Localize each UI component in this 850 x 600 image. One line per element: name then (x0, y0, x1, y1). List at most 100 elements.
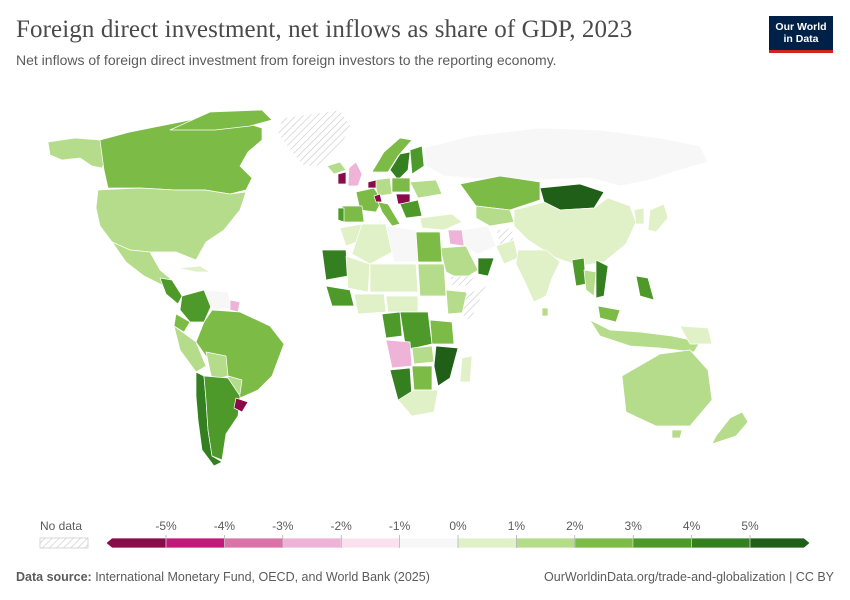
country-china[interactable] (513, 197, 637, 267)
country-germany[interactable] (373, 177, 393, 197)
country-sri-lanka[interactable] (541, 307, 549, 317)
country-argentina[interactable] (203, 375, 241, 461)
map-legend: No data -5% -4% -3% -2% -1% 0% 1% 2% 3% 4% 5% (39, 519, 811, 549)
country-netherlands[interactable] (367, 179, 377, 189)
country-malaysia[interactable] (597, 305, 621, 323)
legend-tick-label: 2% (566, 519, 584, 533)
country-saudi-arabia[interactable] (439, 245, 479, 281)
chart-subtitle: Net inflows of foreign direct investment… (16, 52, 557, 68)
country-niger-chad[interactable] (369, 263, 419, 293)
country-botswana[interactable] (411, 365, 433, 391)
country-balkans[interactable] (399, 199, 423, 219)
country-india[interactable] (515, 249, 561, 303)
country-west-africa[interactable] (325, 285, 355, 307)
world-map (47, 109, 749, 467)
country-portugal[interactable] (337, 207, 345, 223)
country-indonesia[interactable] (589, 319, 701, 353)
country-usa[interactable] (95, 187, 247, 261)
country-mozambique[interactable] (433, 345, 459, 387)
country-central-african-rep[interactable] (385, 295, 419, 313)
country-mauritania[interactable] (321, 249, 349, 281)
legend-tick-label: 5% (741, 519, 759, 533)
country-somalia[interactable] (461, 281, 489, 323)
legend-tick-label: 0% (449, 519, 467, 533)
country-thailand[interactable] (583, 269, 597, 297)
country-zambia[interactable] (411, 345, 435, 365)
country-alaska[interactable] (47, 137, 109, 169)
country-egypt[interactable] (415, 231, 443, 263)
country-japan[interactable] (647, 203, 669, 233)
legend-bin[interactable] (516, 537, 576, 549)
country-ireland[interactable] (337, 171, 347, 185)
country-philippines[interactable] (635, 275, 655, 301)
country-guyana[interactable] (229, 299, 241, 313)
country-mali[interactable] (345, 255, 371, 293)
legend-no-data-swatch (39, 537, 89, 549)
legend-bin[interactable] (399, 537, 459, 549)
logo-line-1: Our World (775, 21, 827, 33)
country-sudan[interactable] (417, 263, 447, 297)
country-australia[interactable] (621, 349, 713, 427)
country-canada-islands[interactable] (169, 109, 273, 131)
country-algeria[interactable] (351, 223, 393, 265)
country-italy[interactable] (377, 201, 401, 227)
legend-bin[interactable] (340, 537, 400, 549)
country-peru[interactable] (173, 325, 207, 373)
data-source-label: Data source: (16, 570, 92, 584)
country-tanzania[interactable] (429, 319, 455, 345)
country-madagascar[interactable] (459, 355, 473, 383)
logo-line-2: in Data (783, 33, 819, 45)
country-central-america[interactable] (159, 277, 183, 305)
country-yemen[interactable] (449, 275, 475, 287)
owid-logo[interactable]: Our World in Data (769, 16, 833, 53)
country-iraq[interactable] (447, 229, 465, 247)
country-new-zealand[interactable] (711, 411, 749, 445)
country-kazakhstan[interactable] (459, 175, 541, 211)
country-oman[interactable] (477, 257, 495, 277)
country-uruguay[interactable] (233, 397, 249, 413)
legend-bin[interactable] (691, 537, 751, 549)
legend-tick-label: -5% (155, 519, 177, 533)
country-luxembourg[interactable] (373, 193, 383, 203)
country-brazil[interactable] (195, 309, 285, 399)
country-angola[interactable] (385, 339, 413, 369)
legend-bin[interactable] (457, 537, 517, 549)
legend-tick-label: 1% (508, 519, 526, 533)
country-ecuador[interactable] (173, 313, 191, 333)
legend-tick-label: -3% (272, 519, 294, 533)
country-south-africa[interactable] (397, 389, 439, 417)
country-tasmania[interactable] (671, 429, 683, 439)
country-spain[interactable] (341, 205, 365, 223)
country-russia[interactable] (423, 127, 709, 187)
country-ukraine[interactable] (409, 179, 443, 199)
country-bolivia[interactable] (205, 351, 229, 381)
country-poland[interactable] (391, 177, 411, 193)
source-url-link[interactable]: OurWorldinData.org/trade-and-globalizati… (544, 570, 834, 584)
legend-bin[interactable] (224, 537, 284, 549)
legend-bin[interactable] (282, 537, 342, 549)
data-source-text: International Monetary Fund, OECD, and W… (91, 570, 430, 584)
legend-bin[interactable] (574, 537, 634, 549)
country-turkey[interactable] (419, 213, 463, 231)
country-png[interactable] (679, 325, 713, 345)
country-nigeria[interactable] (353, 293, 387, 315)
legend-no-data-label: No data (40, 519, 82, 533)
country-norway[interactable] (371, 137, 413, 173)
chart-title: Foreign direct investment, net inflows a… (16, 16, 633, 43)
legend-bin[interactable] (749, 537, 811, 549)
country-greenland[interactable] (277, 109, 353, 167)
legend-bin[interactable] (632, 537, 692, 549)
legend-tick-label: 4% (683, 519, 701, 533)
country-congo[interactable] (381, 311, 403, 339)
country-vietnam[interactable] (595, 259, 609, 299)
country-korea[interactable] (633, 207, 645, 225)
legend-tick-label: -1% (389, 519, 411, 533)
country-cuba[interactable] (177, 265, 211, 273)
country-iceland[interactable] (326, 161, 347, 175)
legend-bin[interactable] (105, 537, 167, 549)
country-uk[interactable] (347, 161, 363, 187)
country-finland[interactable] (409, 145, 425, 175)
country-libya[interactable] (385, 225, 419, 263)
legend-bin[interactable] (165, 537, 225, 549)
country-central-asia[interactable] (475, 205, 515, 227)
